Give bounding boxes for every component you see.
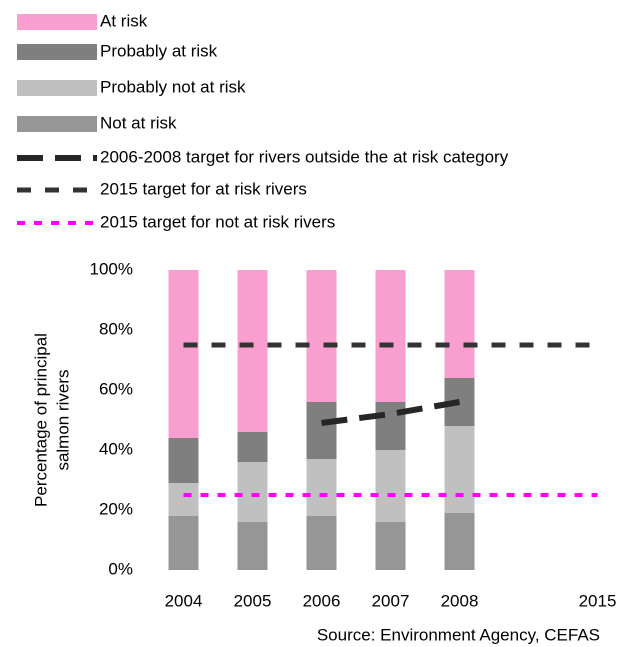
x-tick-label: 2015 (579, 591, 617, 610)
y-axis-label: Percentage of principal (31, 333, 50, 507)
x-tick-label: 2008 (441, 591, 479, 610)
bar-segment (306, 459, 337, 516)
bar-segment (168, 483, 199, 516)
legend-label: Probably not at risk (100, 77, 246, 96)
legend-label: 2015 target for at risk rivers (100, 179, 307, 198)
y-tick-label: 100% (90, 259, 133, 278)
x-tick-label: 2005 (234, 591, 272, 610)
legend-label: At risk (100, 11, 148, 30)
bar-segment (168, 516, 199, 570)
y-axis-label: salmon rivers (53, 369, 72, 470)
legend-label: Probably at risk (100, 41, 218, 60)
y-tick-label: 40% (99, 439, 133, 458)
y-tick-label: 0% (108, 559, 133, 578)
x-tick-label: 2007 (372, 591, 410, 610)
bar-segment (375, 522, 406, 570)
legend-label: 2015 target for not at risk rivers (100, 212, 335, 231)
legend-swatch (17, 116, 97, 132)
bar-segment (306, 516, 337, 570)
bar-segment (237, 522, 268, 570)
legend-swatch (17, 44, 97, 60)
x-tick-label: 2004 (165, 591, 203, 610)
bar-segment (444, 513, 475, 570)
target-line (321, 399, 461, 426)
bar-segment (168, 270, 199, 438)
bar-segment (237, 432, 268, 462)
bar-segment (168, 438, 199, 483)
legend-swatch (17, 14, 97, 30)
bar-segment (237, 270, 268, 432)
bar-segment (375, 450, 406, 522)
legend-label: 2006-2008 target for rivers outside the … (100, 147, 509, 166)
bar-segment (375, 270, 406, 402)
bar-segment (444, 426, 475, 513)
y-tick-label: 80% (99, 319, 133, 338)
source: Source: Environment Agency, CEFAS (317, 625, 600, 644)
y-tick-label: 20% (99, 499, 133, 518)
bar-segment (444, 270, 475, 378)
bar-segment (306, 270, 337, 402)
y-tick-label: 60% (99, 379, 133, 398)
bar-segment (237, 462, 268, 522)
legend-swatch (17, 80, 97, 96)
legend-label: Not at risk (100, 113, 177, 132)
bar-segment (306, 402, 337, 459)
x-tick-label: 2006 (303, 591, 341, 610)
